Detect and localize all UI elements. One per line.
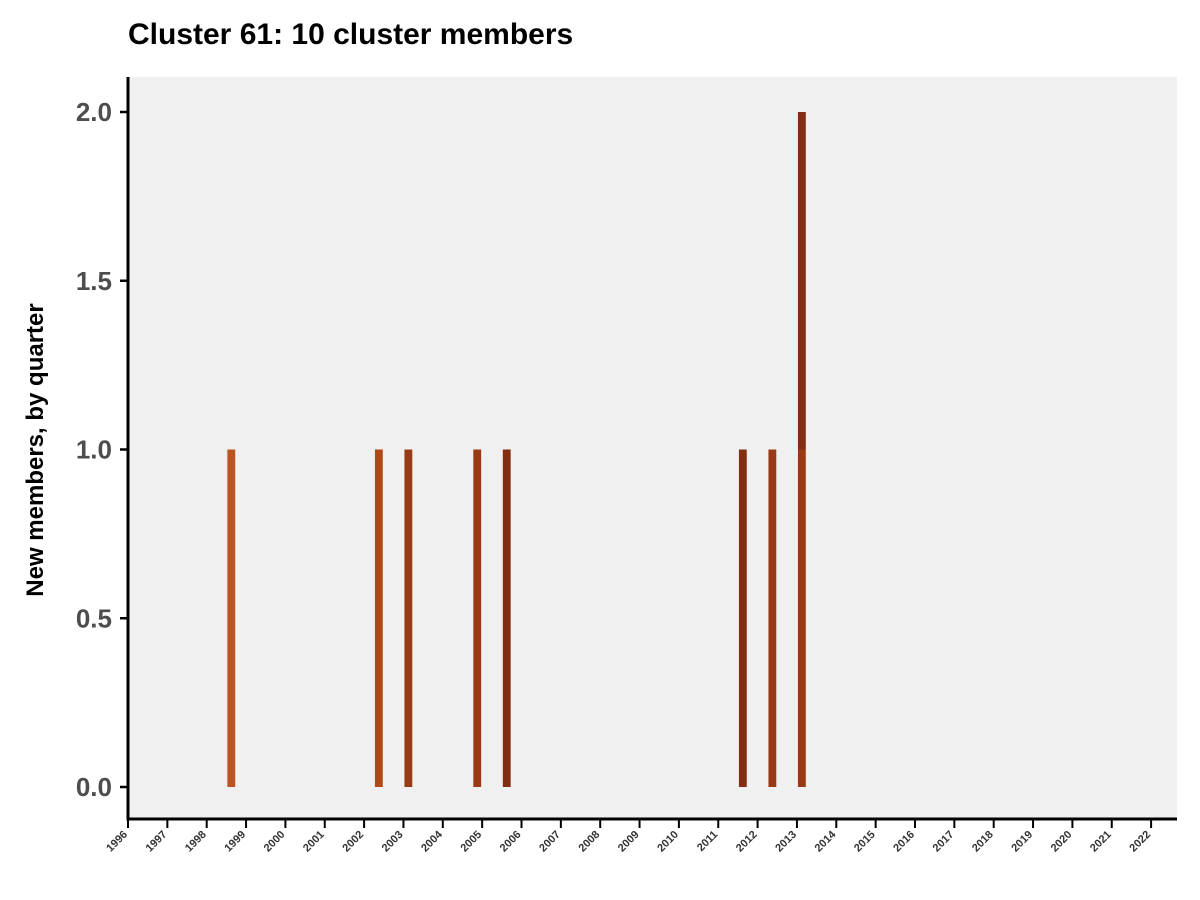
x-tick-label: 2004 <box>419 828 445 854</box>
x-tick-label: 2017 <box>931 829 957 855</box>
x-tick-label: 2011 <box>695 829 720 854</box>
y-tick-label: 0.5 <box>76 603 112 633</box>
y-tick-label: 0.0 <box>76 772 112 802</box>
y-tick-label: 1.0 <box>76 435 112 465</box>
bar-0-segment-0 <box>227 449 236 787</box>
bar-7-segment-0 <box>797 449 806 787</box>
x-tick-label: 1999 <box>222 829 248 855</box>
bar-4-segment-0 <box>502 449 511 787</box>
x-tick-label: 2003 <box>380 829 406 855</box>
x-tick-label: 1996 <box>104 829 130 855</box>
x-tick-label: 2010 <box>655 829 681 855</box>
x-tick-label: 2016 <box>891 829 917 855</box>
x-tick-label: 2012 <box>734 829 760 855</box>
bar-5-segment-0 <box>738 449 747 787</box>
y-axis: 0.0 0.5 1.0 1.5 2.0 <box>76 97 128 802</box>
x-tick-label: 2000 <box>262 829 288 855</box>
x-tick-label: 2002 <box>340 829 366 855</box>
bar-7-segment-1 <box>797 112 806 450</box>
x-tick-label: 2022 <box>1127 829 1153 855</box>
x-tick-label: 2007 <box>537 829 563 855</box>
bar-1-segment-0 <box>374 449 383 787</box>
x-tick-label: 2019 <box>1009 829 1035 855</box>
y-tick-label: 1.5 <box>76 266 112 296</box>
x-tick-label: 2009 <box>616 829 642 855</box>
x-tick-label: 2018 <box>970 829 996 855</box>
x-tick-label: 2006 <box>498 829 524 855</box>
x-tick-label: 2014 <box>813 828 839 854</box>
bar-6-segment-0 <box>768 449 777 787</box>
x-tick-label: 2001 <box>301 829 327 855</box>
x-tick-label: 1997 <box>144 829 170 855</box>
plot-panel <box>128 77 1177 819</box>
x-tick-label: 1998 <box>183 829 209 855</box>
bars-layer <box>227 112 806 787</box>
x-tick-label: 2008 <box>577 829 603 855</box>
x-tick-label: 2015 <box>852 829 878 855</box>
chart-title: Cluster 61: 10 cluster members <box>128 18 574 51</box>
x-tick-label: 2021 <box>1088 829 1114 855</box>
y-tick-label: 2.0 <box>76 97 112 127</box>
y-axis-label: New members, by quarter <box>22 303 49 596</box>
x-tick-label: 2005 <box>458 829 484 855</box>
bar-3-segment-0 <box>473 449 482 787</box>
bar-2-segment-0 <box>404 449 413 787</box>
x-axis: 1996 1997 1998 1999 2000 2001 2002 2003 2004 2005… <box>104 819 1153 854</box>
x-tick-label: 2020 <box>1049 829 1075 855</box>
x-tick-label: 2013 <box>773 829 799 855</box>
